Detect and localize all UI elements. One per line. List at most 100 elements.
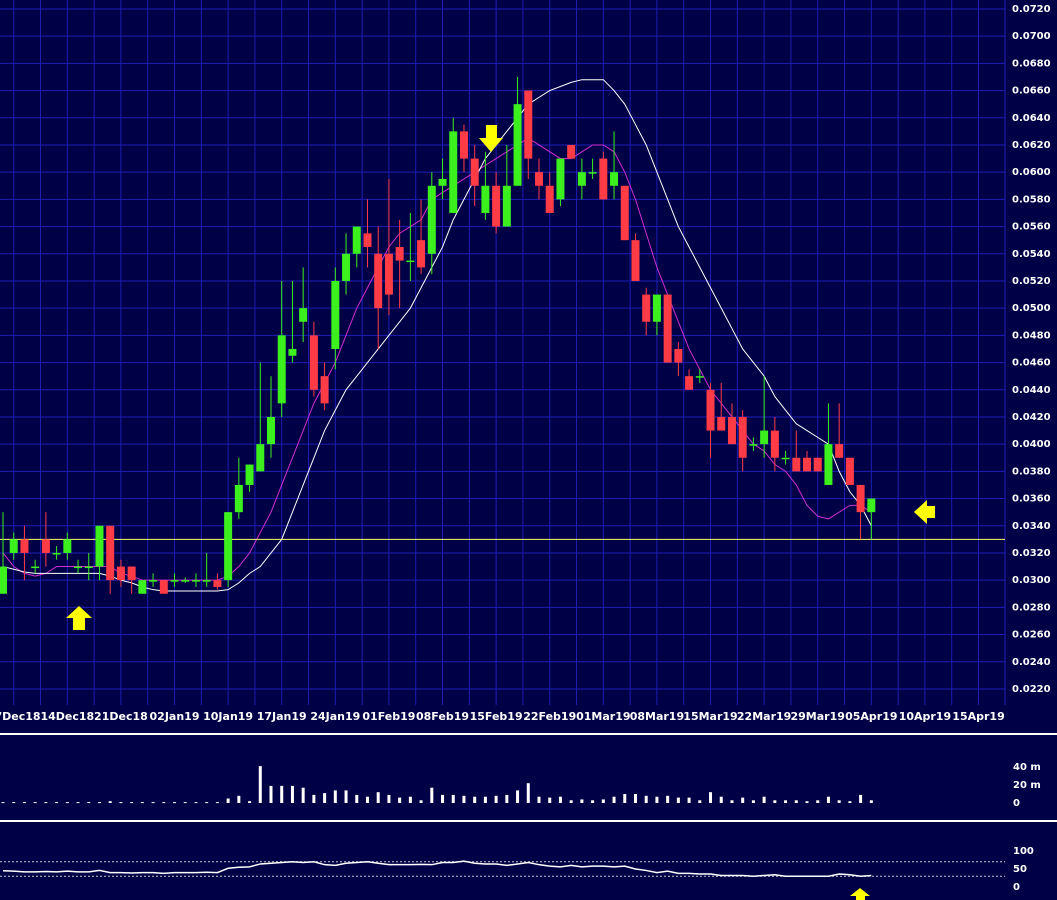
y-tick-label: 0 (1013, 798, 1020, 809)
volume-bar (848, 801, 852, 803)
candle-body (620, 185, 629, 241)
candle-body (427, 185, 436, 254)
y-tick-label: 0.0600 (1012, 167, 1051, 178)
volume-bar (633, 794, 637, 803)
candle-body (63, 539, 72, 553)
volume-bar (269, 785, 273, 803)
y-tick-label: 0.0700 (1012, 31, 1051, 42)
volume-bar (22, 802, 26, 804)
y-tick-label: 0.0500 (1012, 303, 1051, 314)
candle-body (449, 131, 458, 213)
volume-bar (140, 802, 144, 804)
candle-body (20, 539, 29, 553)
candle-body (760, 430, 769, 445)
y-tick-label: 0.0440 (1012, 385, 1051, 396)
volume-bar (183, 802, 187, 804)
volume-bar (816, 800, 820, 803)
volume-bar (76, 802, 80, 804)
candle-body (288, 348, 297, 356)
candle-body (181, 580, 190, 582)
candle-body (535, 172, 544, 186)
volume-bar (65, 802, 69, 804)
volume-bar (751, 800, 755, 803)
volume-bar (215, 802, 219, 804)
candle-body (792, 457, 801, 472)
y-tick-label: 0.0300 (1012, 575, 1051, 586)
candle-body (191, 580, 200, 582)
candle-body (685, 376, 694, 390)
signal-arrow (850, 888, 870, 900)
volume-bar (290, 785, 294, 803)
candle-body (835, 444, 844, 458)
x-tick-label: 15Mar19 (683, 710, 737, 723)
candle-body (588, 172, 597, 174)
candle-body (513, 104, 522, 186)
candle-body (342, 253, 351, 281)
y-tick-label: 100 (1013, 846, 1034, 857)
volume-bar (226, 798, 230, 803)
x-tick-label: 22Mar19 (737, 710, 791, 723)
candle-body (395, 246, 404, 261)
plot (0, 76, 1005, 594)
y-tick-label: 0.0320 (1012, 548, 1051, 559)
volume-bar (451, 794, 455, 803)
buy-arrow (66, 606, 92, 630)
candle-body (749, 444, 758, 446)
volume-bar (248, 801, 252, 803)
candle-body (567, 144, 576, 159)
candle-body (277, 335, 286, 404)
volume-bar (483, 796, 487, 803)
volume-bar (301, 787, 305, 803)
volume-bar (162, 802, 166, 804)
volume-bar (516, 790, 520, 803)
volume-bar (473, 796, 477, 803)
volume-bar (441, 794, 445, 803)
candle-body (502, 185, 511, 227)
x-tick-label: 29Mar19 (791, 710, 845, 723)
y-tick-label: 0.0340 (1012, 521, 1051, 532)
candle-body (149, 580, 158, 582)
y-tick-label: 0.0640 (1012, 113, 1051, 124)
volume-bar (762, 796, 766, 803)
candle-body (234, 484, 243, 513)
candle-body (256, 444, 265, 472)
volume-bar (12, 802, 16, 804)
volume-bar (837, 800, 841, 803)
candle-body (95, 525, 104, 567)
candle-body (824, 444, 833, 485)
x-tick-label: 21Dec18 (94, 710, 148, 723)
volume-bar (773, 800, 777, 803)
volume-bar (805, 801, 809, 803)
y-tick-label: 50 (1013, 864, 1027, 875)
x-tick-label: 02Jan19 (150, 710, 200, 723)
y-tick-label: 0.0480 (1012, 330, 1051, 341)
volume-bar (505, 794, 509, 803)
x-tick-label: 05Apr19 (845, 710, 897, 723)
y-tick-label: 0.0660 (1012, 86, 1051, 97)
volume-bar (408, 796, 412, 803)
candle-body (213, 580, 222, 587)
volume-bar (644, 795, 648, 803)
candle-body (352, 226, 361, 254)
y-tick-label: 0.0400 (1012, 439, 1051, 450)
candle-body (599, 158, 608, 200)
volume-bar (323, 793, 327, 803)
candle-body (642, 294, 651, 322)
candle-body (309, 335, 318, 390)
volume-bar (655, 796, 659, 803)
candle-body (706, 389, 715, 431)
x-tick-label: 24Jan19 (310, 710, 360, 723)
volume-bar (312, 794, 316, 803)
candle-body (0, 566, 8, 594)
candle-body (170, 580, 179, 582)
y-tick-label: 0 (1013, 882, 1020, 893)
y-tick-label: 0.0620 (1012, 140, 1051, 151)
x-tick-label: 10Jan19 (203, 710, 253, 723)
x-tick-label: 15Apr19 (952, 710, 1004, 723)
y-tick-label: 0.0280 (1012, 602, 1051, 613)
volume-bar (537, 796, 541, 803)
volume-bar (612, 796, 616, 803)
volume-bar (1, 802, 5, 804)
candle-body (320, 376, 329, 404)
candle-body (84, 566, 93, 569)
